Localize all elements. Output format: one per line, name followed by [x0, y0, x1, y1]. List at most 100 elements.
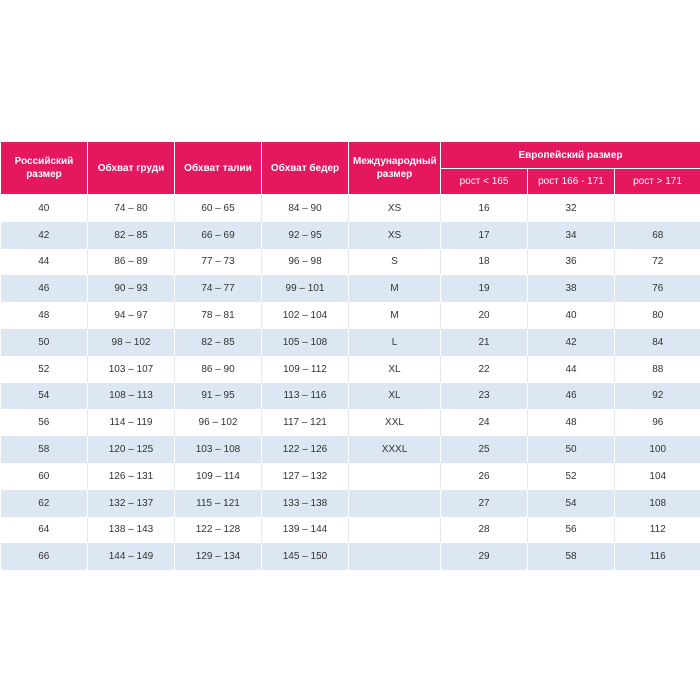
table-cell: 42 [527, 328, 615, 356]
column-header: Обхват талии [174, 142, 262, 195]
table-header: Российский размер Обхват груди Обхват тали… [0, 142, 700, 195]
header-row: Российский размер Обхват груди Обхват тали… [0, 142, 700, 195]
table-cell: 117 – 121 [261, 409, 349, 437]
table-cell: 108 – 113 [87, 382, 175, 410]
table-cell: 99 – 101 [261, 275, 349, 303]
table-cell: 86 – 89 [87, 248, 175, 276]
table-cell: 24 [440, 409, 528, 437]
table-cell: 56 [527, 516, 615, 544]
table-cell: 54 [0, 382, 88, 410]
table-row: 46 90 – 93 74 – 77 99 – 101 M 19 38 76 [0, 275, 700, 303]
table-cell: 105 – 108 [261, 328, 349, 356]
table-cell [614, 194, 700, 222]
table-row: 52 103 – 107 86 – 90 109 – 112 XL 22 44 88 [1, 355, 700, 383]
table-cell: 94 – 97 [87, 302, 175, 329]
table-cell: 36 [527, 248, 615, 276]
table-cell: 23 [440, 382, 528, 410]
table-cell: 96 [614, 409, 700, 437]
subheader-row: рост < 165 рост 166 - 171 рост > 171 [1, 168, 700, 195]
table-cell: 22 [440, 355, 528, 383]
table-cell [348, 516, 441, 544]
table-cell: 44 [38, 256, 50, 268]
table-cell: 129 – 134 [174, 543, 262, 571]
table-cell: 112 [614, 516, 700, 544]
column-header: Обхват груди [87, 142, 175, 195]
table-cell: 91 – 95 [174, 382, 262, 410]
column-header: Российский размер [0, 142, 88, 195]
table-cell: 42 [0, 221, 88, 249]
table-cell: 80 [614, 302, 700, 329]
table-cell: 78 – 81 [174, 302, 262, 329]
table-cell: 98 – 102 [87, 328, 175, 356]
table-row: 48 94 – 97 78 – 81 102 – 104 M 20 40 80 [1, 302, 700, 329]
table-cell: 133 – 138 [261, 489, 349, 517]
column-header: Международный размер [348, 142, 441, 195]
table-cell: 66 [0, 543, 88, 571]
table-cell: 122 – 128 [174, 516, 262, 544]
table-cell: 100 [614, 436, 700, 463]
table-cell: 74 – 80 [87, 194, 175, 222]
table-row: 42 82 – 85 66 – 69 92 – 95 XS 17 34 68 [0, 221, 700, 249]
table-row: 44 86 – 89 77 – 73 96 – 98 S 18 36 72 [1, 248, 700, 276]
table-cell: 46 [527, 382, 615, 410]
table-cell: 132 – 137 [87, 489, 175, 517]
table-cell: XS [348, 221, 441, 249]
table-cell: 52 [527, 462, 615, 490]
table-cell: 84 – 90 [261, 194, 349, 222]
group-header: Европейский размер [440, 142, 700, 169]
table-cell: 122 – 126 [261, 436, 349, 463]
table-cell: 20 [440, 302, 528, 329]
table-cell: 86 – 90 [174, 355, 262, 383]
table-cell: 19 [440, 275, 528, 303]
table-cell: 108 [614, 489, 700, 517]
table-cell: 48 [38, 310, 50, 322]
table-cell: 16 [440, 194, 528, 222]
table-row: 64 138 – 143 122 – 128 139 – 144 28 56 112 [1, 516, 700, 544]
table-cell: 126 – 131 [87, 462, 175, 490]
table-cell: 40 [38, 202, 50, 214]
table-cell: 82 – 85 [87, 221, 175, 249]
table-cell: 114 – 119 [87, 409, 175, 437]
table-cell: L [348, 328, 441, 356]
table-cell: 21 [440, 328, 528, 356]
table-cell: 17 [440, 221, 528, 249]
table-cell: 74 – 77 [174, 275, 262, 303]
table-cell: 92 – 95 [261, 221, 349, 249]
table-cell: 32 [527, 194, 615, 222]
table-cell: 116 [614, 543, 700, 571]
table-cell: 113 – 116 [261, 382, 349, 410]
table-cell: 139 – 144 [261, 516, 349, 544]
table-cell: 46 [0, 275, 88, 303]
table-cell: 90 – 93 [87, 275, 175, 303]
table-cell: 115 – 121 [174, 489, 262, 517]
column-header: Обхват бедер [261, 142, 349, 195]
table-cell: 38 [527, 275, 615, 303]
table-cell: 25 [440, 436, 528, 463]
table-cell: 54 [527, 489, 615, 517]
table-cell: 29 [440, 543, 528, 571]
table-cell [348, 489, 441, 517]
table-cell: 72 [614, 248, 700, 276]
table-cell: 64 [38, 524, 50, 536]
table-row: 56 114 – 119 96 – 102 117 – 121 XXL 24 48 96 [1, 409, 700, 437]
table-body: 40 74 – 80 60 – 65 84 – 90 XS 16 32 42 82 – 85 66… [0, 194, 700, 571]
table-cell: 102 – 104 [261, 302, 349, 329]
table-row: 60 126 – 131 109 – 114 127 – 132 26 52 104 [1, 462, 700, 490]
table-cell: 26 [440, 462, 528, 490]
table-row: 58 120 – 125 103 – 108 122 – 126 XXXL 25 50 100 [0, 436, 700, 463]
table-cell: 109 – 114 [174, 462, 262, 490]
table-cell: 104 [614, 462, 700, 490]
table-cell: 76 [614, 275, 700, 303]
table-cell: 28 [440, 516, 528, 544]
table-cell: 127 – 132 [261, 462, 349, 490]
table-cell: 66 – 69 [174, 221, 262, 249]
table-cell: S [348, 248, 441, 276]
table-cell: 58 [0, 436, 88, 463]
subcolumn-header: рост < 165 [440, 168, 528, 195]
table-cell: 84 [614, 328, 700, 356]
table-cell: 144 – 149 [87, 543, 175, 571]
table-cell: 60 [38, 470, 50, 482]
table-row: 62 132 – 137 115 – 121 133 – 138 27 54 108 [0, 489, 700, 517]
size-table: Российский размер Обхват груди Обхват тали… [0, 142, 700, 571]
